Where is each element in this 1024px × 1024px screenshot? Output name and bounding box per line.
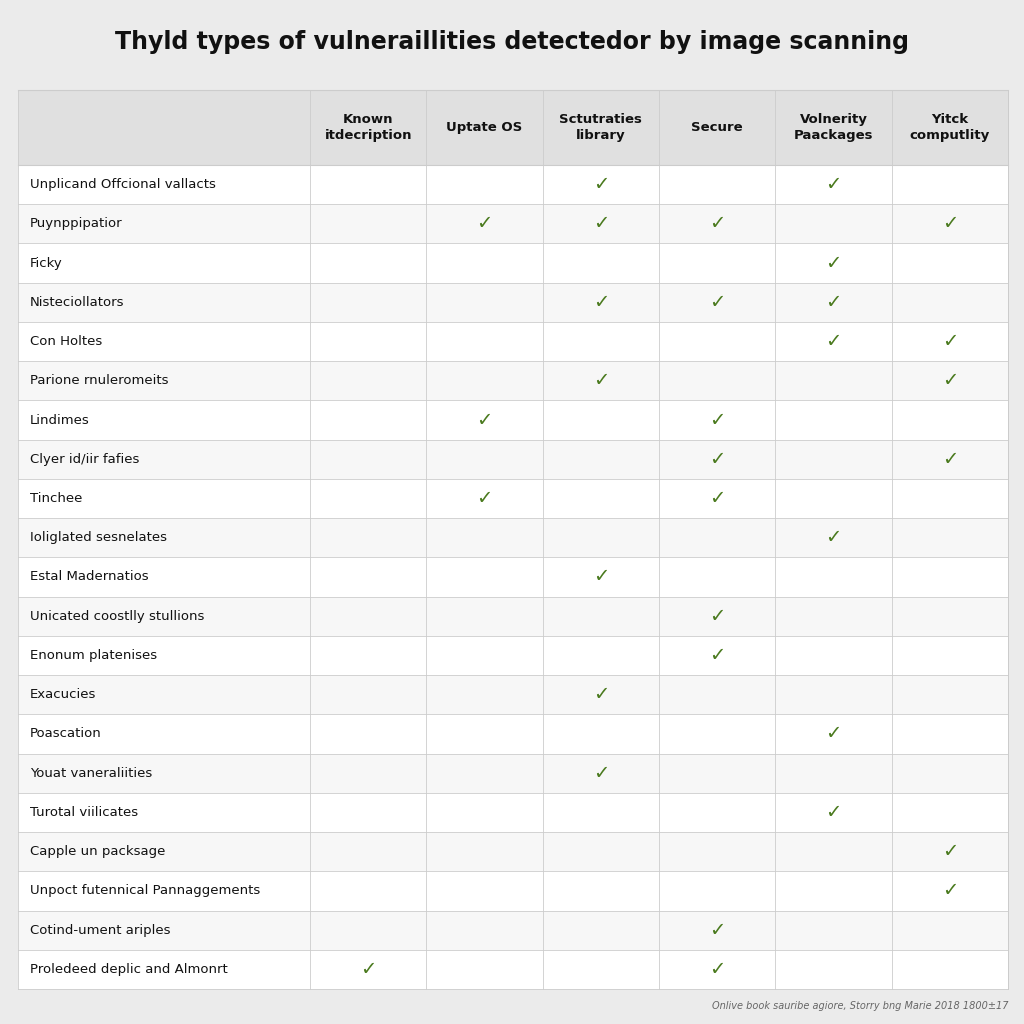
Bar bbox=[18, 479, 1008, 518]
Text: Proledeed deplic and Almonrt: Proledeed deplic and Almonrt bbox=[30, 963, 227, 976]
Text: ✓: ✓ bbox=[709, 489, 725, 508]
Text: ✓: ✓ bbox=[360, 959, 377, 979]
Text: ✓: ✓ bbox=[942, 842, 958, 861]
Text: ✓: ✓ bbox=[593, 293, 609, 312]
Text: ✓: ✓ bbox=[593, 567, 609, 587]
Text: ✓: ✓ bbox=[942, 450, 958, 469]
Text: Secure: Secure bbox=[691, 121, 743, 134]
Text: Cotind-ument ariples: Cotind-ument ariples bbox=[30, 924, 171, 937]
Text: ✓: ✓ bbox=[825, 724, 842, 743]
Text: Youat vaneraliities: Youat vaneraliities bbox=[30, 767, 153, 779]
Bar bbox=[18, 950, 1008, 989]
Text: ✓: ✓ bbox=[593, 175, 609, 195]
Text: Thyld types of vulneraillities detectedor by image scanning: Thyld types of vulneraillities detectedo… bbox=[115, 30, 909, 54]
Text: Puynppipatior: Puynppipatior bbox=[30, 217, 123, 230]
Text: Unplicand Offcional vallacts: Unplicand Offcional vallacts bbox=[30, 178, 216, 191]
Text: ✓: ✓ bbox=[825, 254, 842, 272]
Text: ✓: ✓ bbox=[476, 214, 493, 233]
Text: Known
itdecription: Known itdecription bbox=[325, 113, 412, 142]
Text: ✓: ✓ bbox=[593, 685, 609, 705]
Bar bbox=[18, 361, 1008, 400]
Text: Estal Madernatios: Estal Madernatios bbox=[30, 570, 148, 584]
Bar bbox=[18, 204, 1008, 244]
Text: Onlive book sauribe agiore, Storry bng Marie 2018 1800±17: Onlive book sauribe agiore, Storry bng M… bbox=[712, 1001, 1008, 1011]
Text: ✓: ✓ bbox=[942, 214, 958, 233]
Text: Ficky: Ficky bbox=[30, 257, 62, 269]
Text: Capple un packsage: Capple un packsage bbox=[30, 845, 165, 858]
Bar bbox=[18, 910, 1008, 950]
Text: ✓: ✓ bbox=[593, 214, 609, 233]
Text: Poascation: Poascation bbox=[30, 727, 101, 740]
Text: Uptate OS: Uptate OS bbox=[446, 121, 522, 134]
Text: ✓: ✓ bbox=[709, 214, 725, 233]
Bar bbox=[18, 439, 1008, 479]
Text: Sctutraties
library: Sctutraties library bbox=[559, 113, 642, 142]
Bar bbox=[18, 793, 1008, 833]
Text: Con Holtes: Con Holtes bbox=[30, 335, 102, 348]
Text: Volnerity
Paackages: Volnerity Paackages bbox=[794, 113, 873, 142]
Text: Yitck
computlity: Yitck computlity bbox=[909, 113, 990, 142]
Text: Nisteciollators: Nisteciollators bbox=[30, 296, 125, 309]
Text: ✓: ✓ bbox=[709, 293, 725, 312]
Bar bbox=[18, 518, 1008, 557]
Text: Lindimes: Lindimes bbox=[30, 414, 90, 427]
Text: ✓: ✓ bbox=[825, 803, 842, 822]
Text: ✓: ✓ bbox=[709, 646, 725, 665]
Text: Exacucies: Exacucies bbox=[30, 688, 96, 701]
Text: Turotal viilicates: Turotal viilicates bbox=[30, 806, 138, 819]
Text: ✓: ✓ bbox=[709, 450, 725, 469]
Text: ✓: ✓ bbox=[593, 372, 609, 390]
Text: Parione rnuleromeits: Parione rnuleromeits bbox=[30, 375, 169, 387]
Text: ✓: ✓ bbox=[942, 882, 958, 900]
Text: ✓: ✓ bbox=[709, 921, 725, 940]
Text: ✓: ✓ bbox=[825, 528, 842, 547]
Bar bbox=[18, 165, 1008, 204]
Text: ✓: ✓ bbox=[476, 411, 493, 429]
Bar bbox=[18, 636, 1008, 675]
Text: Unpoct futennical Pannaggements: Unpoct futennical Pannaggements bbox=[30, 885, 260, 897]
Text: ✓: ✓ bbox=[942, 372, 958, 390]
Text: ✓: ✓ bbox=[709, 607, 725, 626]
Text: Tinchee: Tinchee bbox=[30, 492, 82, 505]
Bar bbox=[18, 244, 1008, 283]
Bar bbox=[18, 675, 1008, 715]
Bar bbox=[18, 557, 1008, 597]
Bar bbox=[18, 597, 1008, 636]
Bar bbox=[18, 90, 1008, 165]
Text: ✓: ✓ bbox=[825, 293, 842, 312]
Bar bbox=[18, 322, 1008, 361]
Text: Ioliglated sesnelates: Ioliglated sesnelates bbox=[30, 531, 167, 545]
Text: ✓: ✓ bbox=[825, 175, 842, 195]
Text: Unicated coostlly stullions: Unicated coostlly stullions bbox=[30, 609, 205, 623]
Text: ✓: ✓ bbox=[709, 959, 725, 979]
Bar bbox=[18, 400, 1008, 439]
Text: ✓: ✓ bbox=[593, 764, 609, 782]
Text: ✓: ✓ bbox=[942, 332, 958, 351]
Bar bbox=[18, 715, 1008, 754]
Text: Clyer id/iir fafies: Clyer id/iir fafies bbox=[30, 453, 139, 466]
Bar bbox=[18, 754, 1008, 793]
Text: Enonum platenises: Enonum platenises bbox=[30, 649, 157, 662]
Text: ✓: ✓ bbox=[476, 489, 493, 508]
Text: ✓: ✓ bbox=[825, 332, 842, 351]
Bar bbox=[18, 283, 1008, 322]
Text: ✓: ✓ bbox=[709, 411, 725, 429]
Bar bbox=[18, 871, 1008, 910]
Bar bbox=[18, 833, 1008, 871]
